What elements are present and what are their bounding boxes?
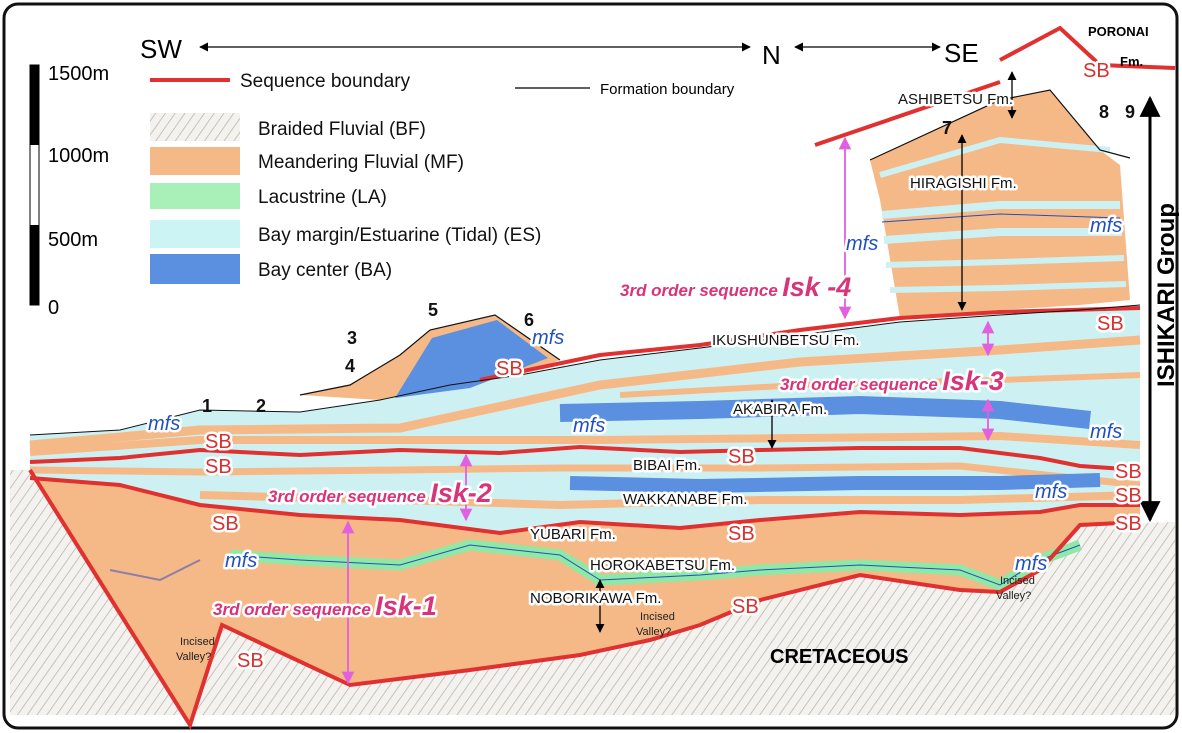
sb-label: SB bbox=[732, 596, 759, 618]
mfs-label: mfs bbox=[532, 327, 564, 349]
group-label: ISHIKARI Group bbox=[1153, 203, 1180, 387]
scale-label: 0 bbox=[48, 297, 59, 319]
mfs-label: mfs bbox=[846, 233, 878, 255]
column-number: 2 bbox=[256, 396, 266, 416]
sb-label: SB bbox=[1115, 461, 1142, 483]
mfs-label: mfs bbox=[148, 413, 180, 435]
formation-label: HOROKABETSU Fm. bbox=[590, 557, 735, 574]
basement-label: CRETACEOUS bbox=[770, 646, 909, 668]
legend-label: Meandering Fluvial (MF) bbox=[258, 152, 464, 173]
scale-segment bbox=[30, 65, 39, 145]
legend-label: Formation boundary bbox=[600, 81, 735, 98]
bay-center-band bbox=[570, 480, 1100, 486]
column-number: 7 bbox=[942, 118, 952, 138]
formation-label: AKABIRA Fm. bbox=[733, 401, 827, 418]
sb-label: SB bbox=[1083, 60, 1110, 82]
legend-label: Bay margin/Estuarine (Tidal) (ES) bbox=[258, 225, 541, 246]
column-number: 3 bbox=[347, 328, 357, 348]
sequence-name: Isk -4 bbox=[782, 272, 851, 302]
column-number: 1 bbox=[202, 396, 212, 416]
sequence-name: Isk-3 bbox=[942, 366, 1004, 396]
direction: N bbox=[762, 40, 781, 70]
formation-label: NOBORIKAWA Fm. bbox=[530, 590, 661, 607]
sb-label: SB bbox=[1115, 485, 1142, 507]
sb-label: SB bbox=[205, 431, 232, 453]
sequence-name: Isk-1 bbox=[375, 591, 437, 621]
legend-swatch bbox=[150, 113, 240, 141]
mfs-label: mfs bbox=[573, 415, 605, 437]
incised-valley: Valley? bbox=[176, 651, 211, 663]
sequence-prefix: 3rd order sequence bbox=[780, 375, 938, 394]
sb-label: SB bbox=[212, 513, 239, 535]
scale-label: 1500m bbox=[48, 63, 109, 85]
mfs-label: mfs bbox=[1090, 421, 1122, 443]
sb-label: SB bbox=[1115, 513, 1142, 535]
sequence-prefix: 3rd order sequence bbox=[268, 487, 426, 506]
mfs-label: mfs bbox=[1015, 553, 1047, 575]
sb-label: SB bbox=[496, 358, 523, 380]
mfs-label: mfs bbox=[225, 550, 257, 572]
legend-swatch bbox=[150, 220, 240, 248]
column-number: 5 bbox=[428, 300, 438, 320]
direction: SW bbox=[140, 34, 182, 64]
formation-label: BIBAI Fm. bbox=[633, 457, 701, 474]
incised-valley: Incised bbox=[640, 611, 675, 623]
legend-label: Bay center (BA) bbox=[258, 260, 392, 281]
formation-label: ASHIBETSU Fm. bbox=[898, 91, 1013, 108]
sb-label: SB bbox=[237, 650, 264, 672]
sb-label: SB bbox=[728, 523, 755, 545]
formation-label: IKUSHUNBETSU Fm. bbox=[712, 332, 860, 349]
incised-valley: Incised bbox=[1000, 575, 1035, 587]
sequence-prefix: 3rd order sequence bbox=[213, 600, 371, 619]
cross-section: 1500m 1000m 500m 0 SW N SE Sequence boun… bbox=[0, 0, 1182, 733]
column-number: 8 bbox=[1099, 102, 1109, 122]
sb-label: SB bbox=[1097, 313, 1124, 335]
direction: SE bbox=[944, 38, 979, 68]
legend-label: Lacustrine (LA) bbox=[258, 187, 387, 208]
mfs-label: mfs bbox=[1090, 215, 1122, 237]
incised-valley: Valley? bbox=[636, 626, 671, 638]
formation-label: YUBARI Fm. bbox=[530, 526, 616, 543]
column-number: 4 bbox=[345, 356, 355, 376]
formation-label: WAKKANABE Fm. bbox=[623, 491, 747, 508]
sb-label: SB bbox=[205, 456, 232, 478]
scale-label: 1000m bbox=[48, 145, 109, 167]
legend-swatch bbox=[150, 183, 240, 209]
mfs-label: mfs bbox=[1035, 481, 1067, 503]
sequence-prefix: 3rd order sequence bbox=[620, 281, 778, 300]
scale-segment bbox=[30, 225, 39, 305]
incised-valley: Incised bbox=[180, 636, 215, 648]
legend-swatch bbox=[150, 147, 240, 175]
formation-label: PORONAI bbox=[1088, 24, 1149, 39]
legend-label: Sequence boundary bbox=[240, 71, 411, 92]
formation-label: Fm. bbox=[1120, 54, 1143, 69]
sequence-name: Isk-2 bbox=[430, 478, 492, 508]
sb-label: SB bbox=[728, 446, 755, 468]
incised-valley: Valley? bbox=[996, 590, 1031, 602]
legend-swatch bbox=[150, 254, 240, 284]
scale-label: 500m bbox=[48, 229, 98, 251]
column-number: 9 bbox=[1125, 102, 1135, 122]
scale-bar bbox=[30, 65, 39, 305]
formation-label: HIRAGISHI Fm. bbox=[910, 175, 1017, 192]
legend-label: Braided Fluvial (BF) bbox=[258, 119, 426, 140]
